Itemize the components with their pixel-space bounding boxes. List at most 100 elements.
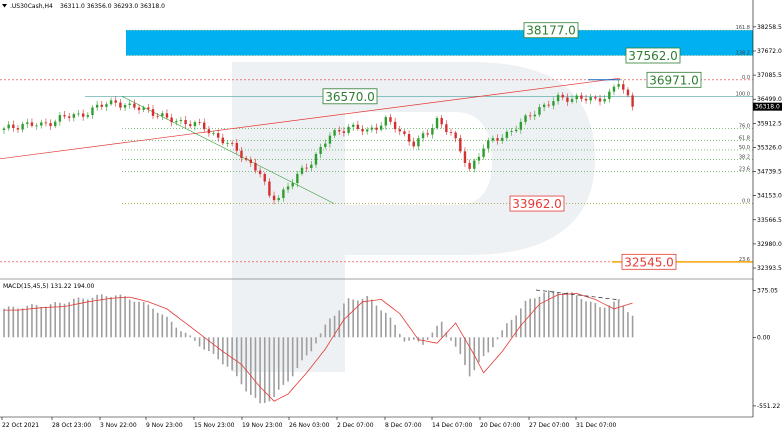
candle-body	[519, 121, 523, 130]
candle-body	[533, 114, 537, 117]
x-tick-label: 28 Oct 23:00	[52, 422, 91, 429]
x-tick-label: 19 Nov 23:00	[242, 422, 283, 429]
candle-body	[375, 127, 378, 130]
candle-body	[338, 130, 341, 132]
candle-body	[566, 97, 569, 102]
candle-body	[305, 167, 308, 169]
x-tick-label: 3 Nov 22:00	[100, 422, 137, 429]
candle-body	[333, 130, 336, 136]
x-tick-label: 22 Oct 2021	[2, 422, 39, 429]
candle-body	[622, 84, 625, 90]
chevron-down-icon[interactable]	[2, 4, 7, 8]
candle-body	[589, 97, 592, 101]
fib-level-label: 0.0	[742, 75, 750, 81]
candle-body	[314, 153, 318, 165]
candle-body	[300, 167, 304, 174]
y-tick-label: 32980.0	[757, 241, 782, 248]
annotation-label: 38177.0	[526, 24, 576, 38]
fib-level-label: 100.0	[736, 91, 750, 97]
candle-body	[542, 104, 546, 108]
candle-body	[524, 115, 527, 122]
y-tick-label: 34153.0	[757, 193, 782, 200]
annotation-box	[509, 195, 565, 212]
candle-body	[12, 124, 15, 129]
candle-body	[393, 121, 397, 130]
candle-body	[291, 183, 294, 187]
candle-body	[538, 107, 541, 115]
annotation-label: 33962.0	[512, 197, 562, 211]
candle-body	[40, 122, 43, 126]
macd-divergence-line	[535, 289, 621, 301]
candle-body	[35, 125, 38, 127]
fib-level-label: 138.2	[736, 51, 750, 57]
x-tick-label: 27 Dec 07:00	[529, 422, 570, 429]
annotation-box	[523, 22, 579, 39]
y-tick-label: 38258.5	[757, 24, 782, 31]
candle-body	[230, 142, 234, 144]
candle-body	[44, 122, 48, 124]
candle-body	[30, 122, 34, 126]
annotation-box	[625, 47, 681, 64]
x-tick-label: 20 Dec 07:00	[480, 422, 521, 429]
candle-body	[2, 128, 6, 131]
y-tick-label: 37085.5	[757, 72, 782, 79]
candle-body	[226, 142, 229, 144]
candle-body	[598, 98, 602, 102]
candle-body	[249, 159, 252, 163]
candle-body	[398, 129, 401, 132]
candle-body	[510, 131, 513, 132]
candle-body	[319, 146, 322, 154]
candle-body	[454, 132, 457, 139]
annotation-label: 32545.0	[624, 255, 674, 269]
candle-body	[114, 100, 117, 103]
candle-body	[328, 135, 332, 144]
candle-body	[324, 143, 327, 147]
candle-body	[7, 124, 10, 129]
candle-body	[203, 122, 206, 130]
candle-body	[193, 122, 197, 127]
candle-body	[584, 98, 588, 101]
candle-body	[95, 104, 99, 108]
current-price-label: 36318.0	[755, 104, 780, 111]
candle-body	[556, 94, 560, 102]
candle-body	[431, 128, 434, 135]
y-tick-label: 34739.5	[757, 169, 782, 176]
candle-body	[67, 116, 71, 118]
annotation-box	[646, 71, 702, 88]
candle-body	[561, 94, 564, 98]
candle-body	[528, 115, 532, 117]
candle-body	[109, 100, 113, 105]
x-tick-label: 26 Nov 03:00	[289, 422, 330, 429]
candle-body	[156, 115, 159, 117]
candle-body	[552, 101, 555, 106]
candle-body	[268, 181, 271, 196]
candle-body	[426, 133, 429, 135]
fib-level-label: 38.2	[739, 155, 750, 161]
candle-body	[501, 137, 504, 141]
candle-body	[189, 124, 192, 127]
candle-body	[175, 121, 178, 123]
support-trend-line	[121, 96, 335, 204]
candle-body	[72, 114, 76, 118]
x-tick-label: 31 Dec 07:00	[576, 422, 617, 429]
candle-body	[137, 107, 141, 110]
candle-body	[496, 138, 499, 141]
y-tick-label: 35326.0	[757, 144, 782, 151]
candle-body	[626, 89, 630, 96]
current-price-tag	[753, 102, 782, 111]
y-tick-label: 32393.5	[757, 265, 782, 272]
fib-level-label: 23.6	[739, 257, 750, 263]
candle-body	[389, 117, 392, 122]
fib-level-label: 61.8	[739, 135, 750, 141]
candle-body	[26, 122, 29, 124]
fib-level-label: 76.0	[739, 124, 750, 130]
annotation-box	[621, 253, 677, 270]
y-tick-label: 35912.5	[757, 120, 782, 127]
candle-body	[631, 95, 634, 107]
fib-level-label: 0.0	[742, 199, 750, 205]
candle-body	[254, 162, 257, 171]
candle-body	[384, 117, 388, 126]
candle-body	[165, 113, 169, 118]
